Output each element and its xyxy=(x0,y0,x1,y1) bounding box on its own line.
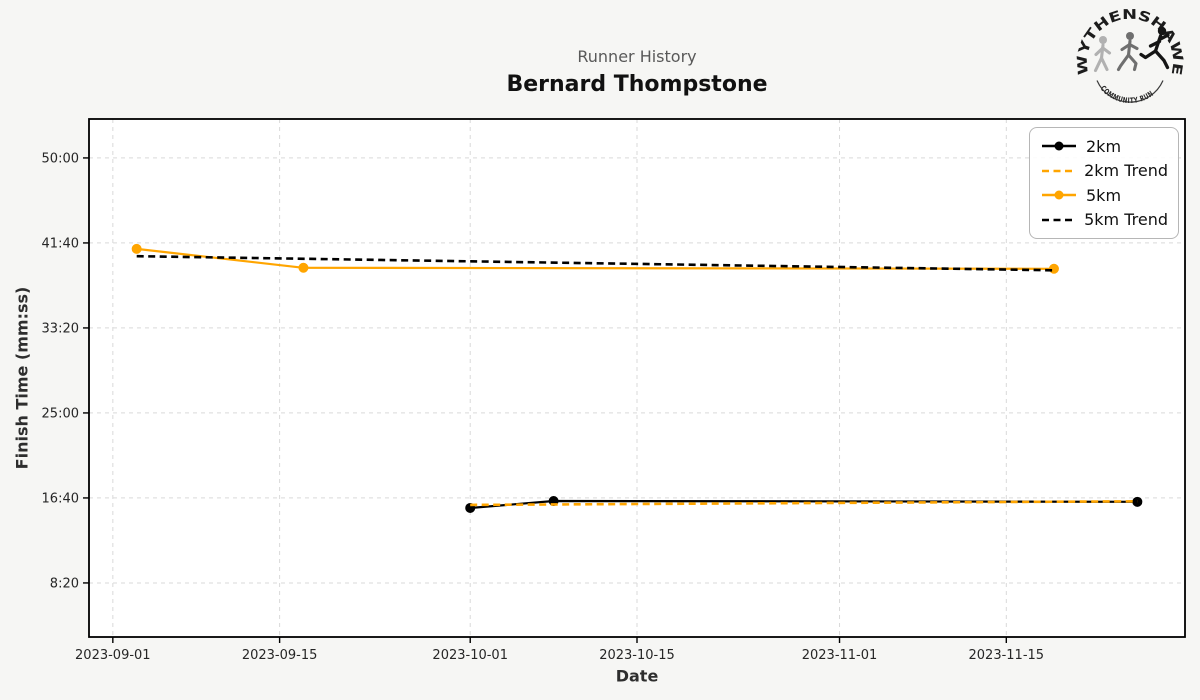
y-axis-label: Finish Time (mm:ss) xyxy=(12,286,32,470)
series-line-5km-trend xyxy=(136,254,1055,272)
chart-legend: 2km 2km Trend 5km 5km Trend xyxy=(1029,127,1179,239)
runner-figures-icon xyxy=(1093,26,1170,73)
x-tick-label: 2023-09-01 xyxy=(75,648,151,663)
legend-item-5km-trend: 5km Trend xyxy=(1040,208,1168,233)
legend-label-5km-trend: 5km Trend xyxy=(1084,210,1168,230)
y-tick-label: 16:40 xyxy=(42,491,79,506)
5km-trend-dash-swatch-icon xyxy=(1042,218,1076,222)
wythenshawe-community-run-logo: WYTHENSHAWE COMMUNITY RUN xyxy=(1074,7,1185,105)
x-tick-label: 2023-11-15 xyxy=(969,648,1045,663)
5km-line-swatch-icon xyxy=(1042,190,1076,200)
page-title: Bernard Thompstone xyxy=(506,72,768,97)
x-tick-label: 2023-09-15 xyxy=(242,648,318,663)
2km-trend-dash-swatch-icon xyxy=(1042,169,1076,173)
y-tick-label: 8:20 xyxy=(50,576,79,591)
x-tick-label: 2023-10-15 xyxy=(599,648,675,663)
y-tick-label: 50:00 xyxy=(42,151,79,166)
walker-icon xyxy=(1093,36,1112,73)
y-tick-label: 25:00 xyxy=(42,406,79,421)
sprinter-icon xyxy=(1139,26,1170,70)
y-tick-label: 33:20 xyxy=(42,321,79,336)
logo-arc-line xyxy=(1096,80,1164,103)
legend-item-2km: 2km xyxy=(1040,134,1168,159)
data-point-5km xyxy=(131,243,142,254)
legend-label-5km: 5km xyxy=(1086,185,1122,205)
data-point-5km xyxy=(298,262,309,273)
x-tick-label: 2023-10-01 xyxy=(432,648,508,663)
legend-item-5km: 5km xyxy=(1040,183,1168,208)
legend-label-2km-trend: 2km Trend xyxy=(1084,161,1168,181)
data-point-2km xyxy=(1132,496,1143,507)
x-axis-label: Date xyxy=(615,666,659,686)
legend-label-2km: 2km xyxy=(1086,136,1122,156)
jogger-icon xyxy=(1116,32,1139,72)
data-point-5km xyxy=(1048,263,1059,274)
series-line-2km-trend xyxy=(470,500,1138,507)
chart-subtitle: Runner History xyxy=(577,47,697,66)
legend-item-2km-trend: 2km Trend xyxy=(1040,159,1168,184)
logo-bottom-text: COMMUNITY RUN xyxy=(1099,84,1156,105)
2km-line-swatch-icon xyxy=(1042,141,1076,151)
x-tick-label: 2023-11-01 xyxy=(802,648,878,663)
y-tick-label: 41:40 xyxy=(42,236,79,251)
